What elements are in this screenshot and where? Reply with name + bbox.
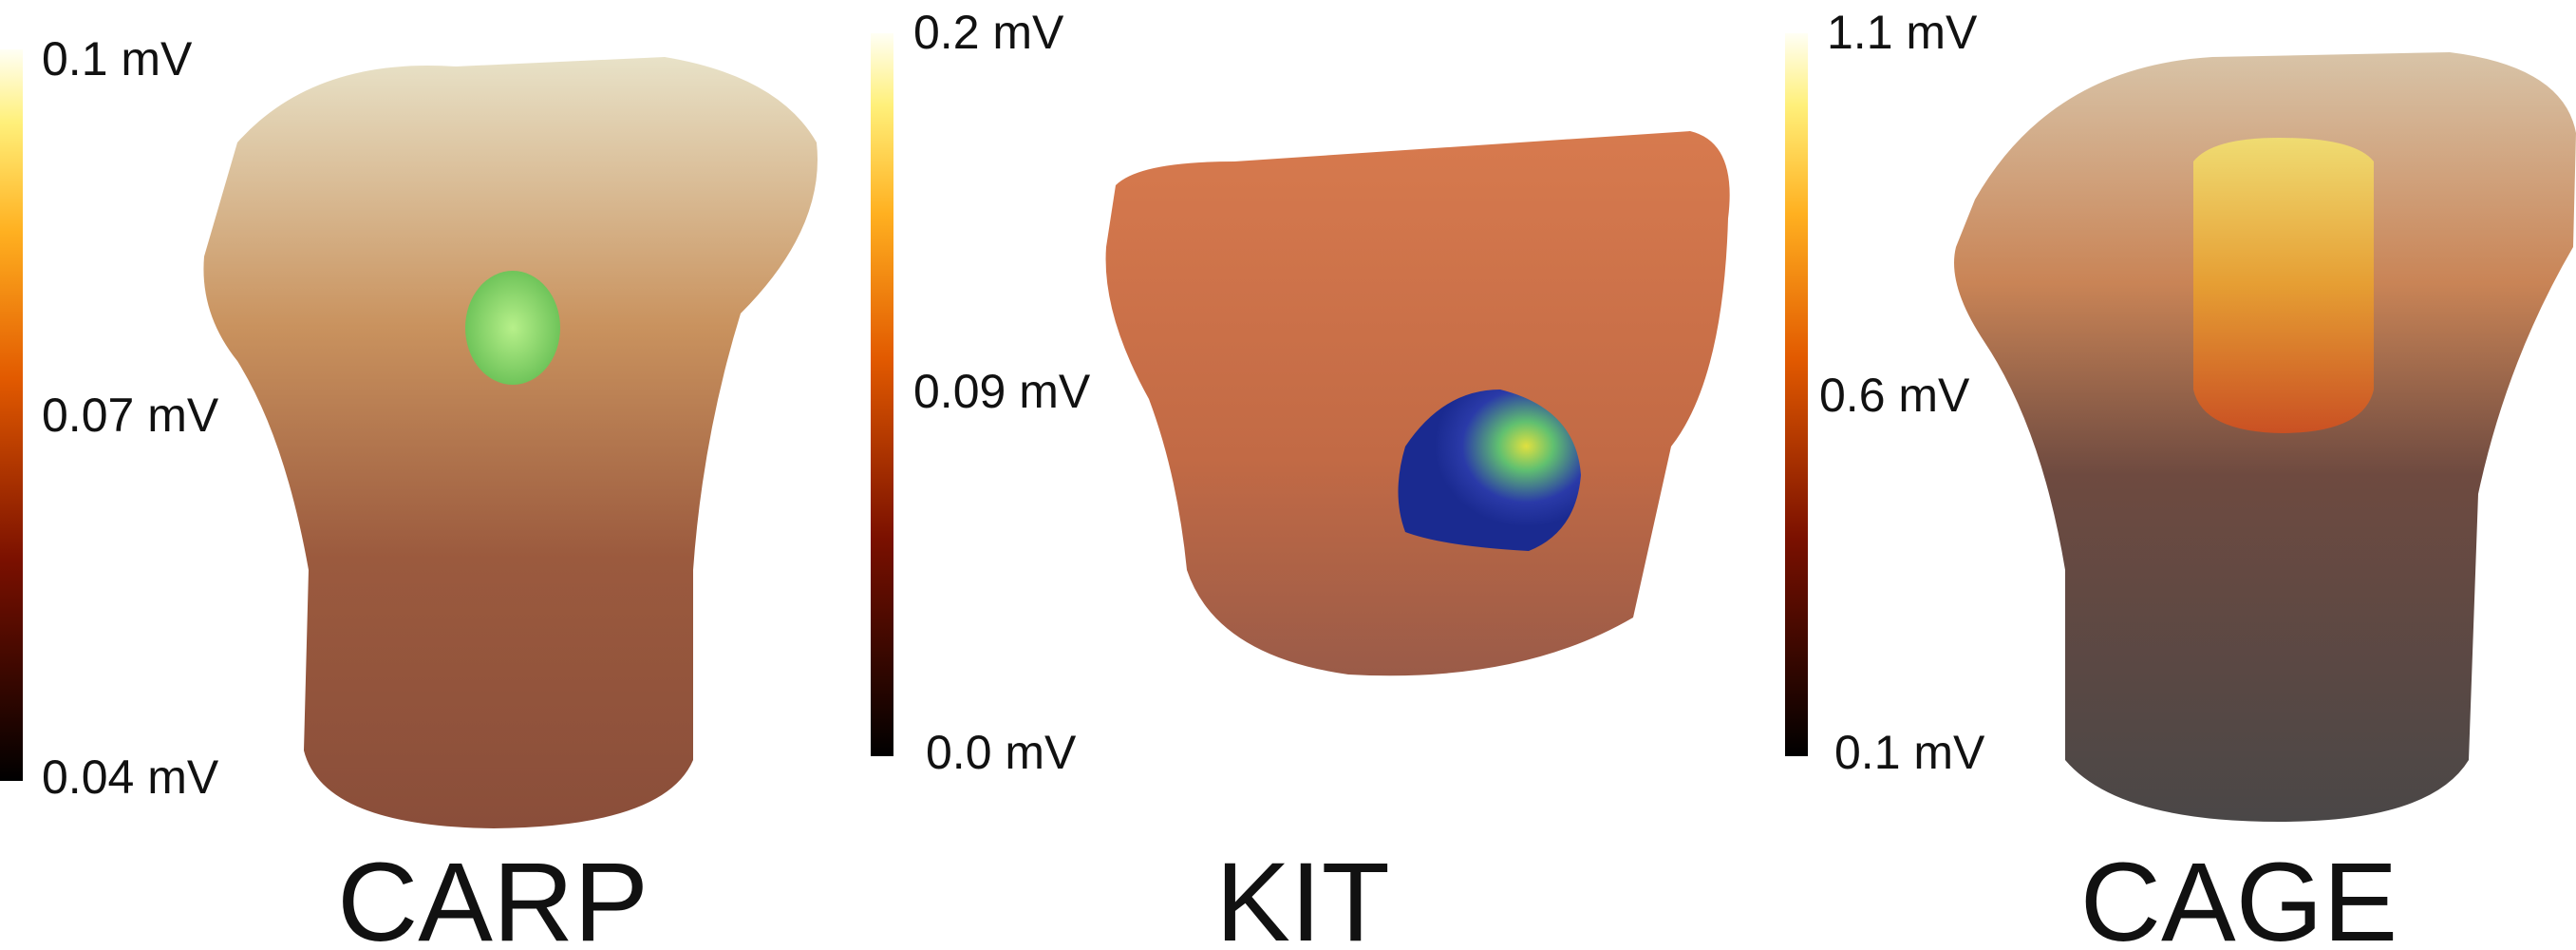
colorbar-tick: 0.2 mV: [913, 6, 1064, 59]
torso: [203, 57, 818, 828]
torso: [1105, 131, 1730, 676]
source-region: [1398, 390, 1581, 551]
panel-label: CARP: [337, 840, 649, 950]
colorbar: [871, 33, 893, 756]
colorbar: [0, 49, 23, 781]
panel-cage: 1.1 mV 0.6 mV 0.1 mV CAGE: [1785, 6, 2576, 950]
panel-label: CAGE: [2080, 840, 2397, 950]
source-region: [2193, 138, 2374, 433]
colorbar-tick: 0.09 mV: [913, 365, 1091, 418]
source-region: [465, 271, 560, 385]
colorbar-tick: 0.07 mV: [42, 389, 219, 442]
colorbar: [1785, 33, 1808, 756]
colorbar-tick: 1.1 mV: [1827, 6, 1978, 59]
colorbar-tick: 0.1 mV: [42, 32, 193, 86]
panel-carp: 0.1 mV 0.07 mV 0.04 mV CARP: [0, 32, 818, 950]
colorbar-tick: 0.6 mV: [1819, 369, 1970, 422]
panel-kit: 0.2 mV 0.09 mV 0.0 mV KIT: [871, 6, 1730, 950]
colorbar-tick: 0.04 mV: [42, 750, 219, 804]
colorbar-tick: 0.0 mV: [926, 726, 1077, 779]
panel-label: KIT: [1215, 840, 1390, 950]
colorbar-tick: 0.1 mV: [1834, 726, 1985, 779]
torso: [1954, 52, 2576, 822]
